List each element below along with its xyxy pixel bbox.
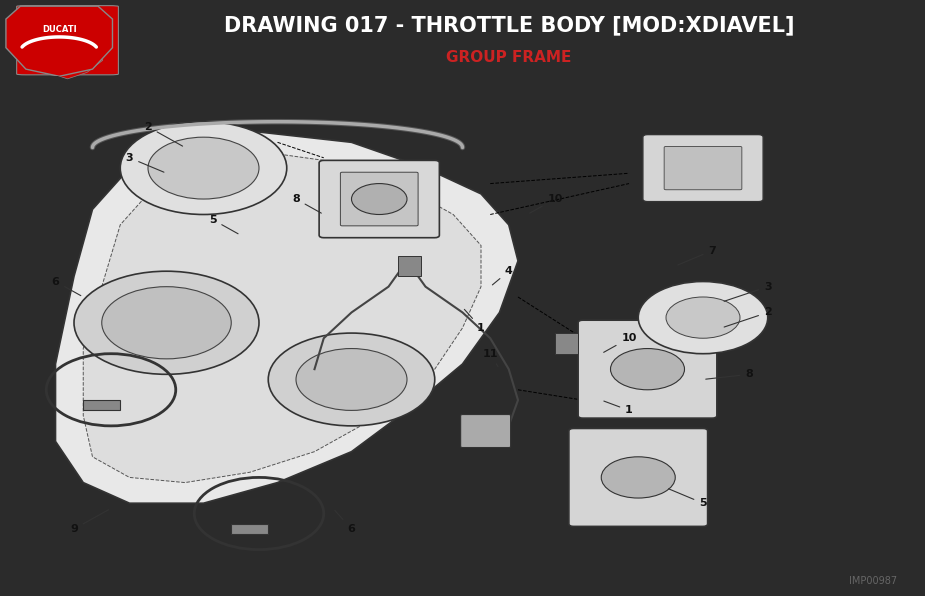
- FancyBboxPatch shape: [461, 415, 511, 448]
- Text: 3: 3: [126, 153, 164, 172]
- Text: 10: 10: [530, 194, 562, 213]
- Text: 6: 6: [52, 277, 80, 296]
- Bar: [231, 524, 268, 534]
- Bar: [398, 256, 421, 277]
- Circle shape: [268, 333, 435, 426]
- Text: DUCATI: DUCATI: [42, 25, 77, 35]
- Text: 6: 6: [335, 510, 355, 534]
- Circle shape: [102, 287, 231, 359]
- Polygon shape: [56, 132, 518, 503]
- Text: DRAWING 017 - THROTTLE BODY [MOD:XDIAVEL]: DRAWING 017 - THROTTLE BODY [MOD:XDIAVEL…: [224, 15, 794, 36]
- Ellipse shape: [352, 184, 407, 215]
- Bar: [83, 400, 120, 411]
- Text: 4: 4: [492, 266, 512, 285]
- Text: 8: 8: [292, 194, 321, 213]
- Text: DUCATI: DUCATI: [47, 31, 88, 41]
- FancyBboxPatch shape: [319, 160, 439, 238]
- Circle shape: [638, 281, 768, 353]
- Text: 5: 5: [669, 489, 707, 508]
- Ellipse shape: [610, 349, 684, 390]
- Circle shape: [120, 122, 287, 215]
- FancyBboxPatch shape: [578, 320, 717, 418]
- Circle shape: [74, 271, 259, 374]
- Text: IMP00987: IMP00987: [849, 576, 897, 586]
- Ellipse shape: [601, 457, 675, 498]
- FancyBboxPatch shape: [569, 429, 708, 526]
- Text: 10: 10: [604, 333, 636, 352]
- Circle shape: [666, 297, 740, 339]
- FancyBboxPatch shape: [17, 5, 118, 75]
- Text: 9: 9: [70, 510, 108, 534]
- Bar: [555, 333, 578, 353]
- Text: 3: 3: [724, 282, 771, 301]
- Text: 2: 2: [144, 122, 182, 146]
- Polygon shape: [32, 12, 103, 79]
- Text: 2: 2: [724, 308, 771, 327]
- FancyBboxPatch shape: [643, 135, 763, 201]
- Text: 1: 1: [464, 309, 485, 333]
- Text: 7: 7: [678, 246, 716, 265]
- Text: 1: 1: [604, 401, 633, 415]
- FancyBboxPatch shape: [340, 172, 418, 226]
- FancyBboxPatch shape: [664, 147, 742, 190]
- Text: DUCATI: DUCATI: [49, 26, 86, 35]
- Circle shape: [148, 137, 259, 199]
- Text: 11: 11: [483, 349, 498, 367]
- Text: 5: 5: [209, 215, 238, 234]
- Polygon shape: [83, 153, 481, 483]
- Circle shape: [296, 349, 407, 411]
- Text: 8: 8: [706, 370, 753, 379]
- Text: GROUP FRAME: GROUP FRAME: [446, 51, 572, 66]
- Polygon shape: [6, 6, 113, 76]
